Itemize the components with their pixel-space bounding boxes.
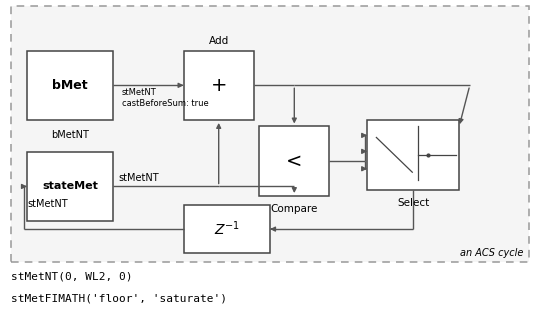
Bar [184, 205, 270, 253]
Bar [27, 152, 113, 221]
Text: stMetNT
castBeforeSum: true: stMetNT castBeforeSum: true [122, 88, 208, 108]
Text: stateMet: stateMet [42, 181, 98, 191]
Bar [367, 120, 459, 190]
Bar [184, 51, 254, 120]
Text: <: < [286, 152, 302, 171]
Text: +: + [211, 76, 227, 95]
Text: stMetNT: stMetNT [27, 199, 68, 209]
Text: stMetNT(0, WL2, 0): stMetNT(0, WL2, 0) [11, 272, 132, 282]
Text: Select: Select [397, 198, 429, 208]
Bar [27, 51, 113, 120]
Text: bMet: bMet [52, 79, 88, 92]
Text: bMetNT: bMetNT [51, 130, 89, 140]
Text: stMetNT: stMetNT [119, 173, 159, 183]
Bar [259, 126, 329, 196]
Text: Add: Add [208, 36, 229, 46]
Text: stMetFIMATH('floor', 'saturate'): stMetFIMATH('floor', 'saturate') [11, 294, 227, 304]
Text: $Z^{-1}$: $Z^{-1}$ [214, 220, 240, 238]
Text: Compare: Compare [271, 204, 318, 214]
Text: an ACS cycle: an ACS cycle [461, 247, 524, 258]
Bar [11, 6, 529, 262]
